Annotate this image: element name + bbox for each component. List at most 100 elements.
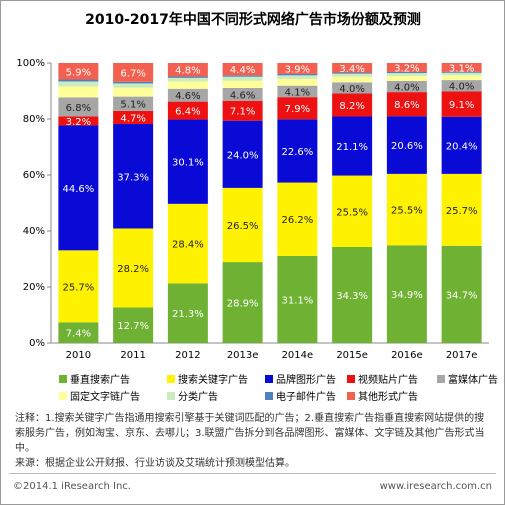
bar-segment: [332, 175, 373, 247]
x-tick-label: 2012: [175, 350, 200, 361]
data-label: 12.7%: [117, 321, 149, 332]
data-label: 3.9%: [285, 64, 310, 75]
legend-label: 视频贴片广告: [358, 373, 418, 386]
data-label: 24.0%: [227, 150, 259, 161]
legend-label: 分类广告: [178, 390, 218, 403]
website: www.iresearch.com.cn: [379, 481, 492, 492]
legend-swatch: [167, 375, 175, 383]
bar-segment: [277, 63, 318, 74]
data-label: 4.6%: [175, 91, 200, 102]
bar-segment: [441, 245, 482, 343]
bar-segment: [58, 81, 99, 87]
legend-label: 其他形式广告: [358, 390, 418, 403]
bar-segment: [167, 203, 208, 284]
note: 注释：1.搜索关键字广告指通用搜索引擎基于关键词匹配的广告；2.垂直搜索广告指垂…: [15, 413, 485, 454]
legend-label: 富媒体广告: [448, 373, 498, 386]
y-tick-label: 100%: [16, 58, 45, 69]
bar-segment: [58, 86, 99, 98]
bar-segment: [332, 63, 373, 73]
data-label: 6.8%: [66, 103, 91, 114]
legend-swatch: [265, 392, 273, 400]
bar-segment: [113, 63, 154, 82]
bar-segment: [113, 87, 154, 97]
legend-swatch: [347, 392, 355, 400]
data-label: 5.9%: [66, 67, 91, 78]
data-label: 8.2%: [339, 101, 364, 112]
bar-segment: [222, 75, 263, 77]
bar-segment: [441, 91, 482, 117]
y-tick-label: 20%: [23, 282, 45, 293]
bar-segment: [222, 100, 263, 121]
bar-segment: [386, 63, 427, 72]
legend-swatch: [437, 375, 445, 383]
bar-segment: [332, 246, 373, 343]
bar-segment: [167, 283, 208, 343]
bar-segment: [167, 101, 208, 120]
divider: [9, 473, 496, 474]
bar-segment: [441, 116, 482, 174]
data-label: 4.6%: [230, 90, 255, 101]
data-label: 34.7%: [446, 290, 478, 301]
data-label: 4.0%: [449, 82, 474, 93]
y-tick-label: 0%: [29, 338, 45, 349]
bar-segment: [277, 182, 318, 256]
data-label: 34.3%: [336, 291, 368, 302]
data-label: 20.6%: [391, 141, 423, 152]
bar-segment: [167, 77, 208, 82]
bar-segment: [222, 80, 263, 88]
data-label: 21.1%: [336, 142, 368, 153]
y-tick-label: 40%: [23, 226, 45, 237]
x-tick-label: 2016e: [391, 350, 423, 361]
bar-segment: [222, 120, 263, 188]
data-label: 26.5%: [227, 221, 259, 232]
data-label: 34.9%: [391, 290, 423, 301]
data-label: 6.7%: [120, 68, 145, 79]
bar-segment: [58, 63, 99, 80]
bar-segment: [167, 88, 208, 102]
bar-segment: [222, 262, 263, 343]
bar-segment: [441, 63, 482, 72]
legend-label: 电子邮件广告: [276, 390, 336, 403]
data-label: 6.4%: [175, 107, 200, 118]
data-label: 28.4%: [172, 240, 204, 251]
data-label: 37.3%: [117, 172, 149, 183]
bar-segment: [277, 73, 318, 76]
data-label: 7.1%: [230, 107, 255, 118]
data-label: 26.2%: [281, 215, 313, 226]
legend-label: 品牌图形广告: [276, 373, 336, 386]
bar-segment: [167, 81, 208, 89]
bar-segment: [441, 71, 482, 73]
bar-segment: [277, 85, 318, 98]
legend-swatch: [59, 392, 67, 400]
bar-segment: [58, 79, 99, 82]
copyright: ©2014.1 iResearch Inc.: [13, 481, 131, 492]
bar-segment: [113, 96, 154, 111]
legend-swatch: [347, 375, 355, 383]
bar-segment: [113, 228, 154, 308]
legend-swatch: [59, 375, 67, 383]
footnotes: 注释：1.搜索关键字广告指通用搜索引擎基于关键词匹配的广告；2.垂直搜索广告指垂…: [15, 411, 493, 471]
bar-segment: [332, 72, 373, 74]
bar-segment: [58, 250, 99, 323]
bar-segment: [332, 93, 373, 117]
chart-title: 2010-2017年中国不同形式网络广告市场份额及预测: [85, 11, 421, 28]
bar-segment: [277, 75, 318, 79]
bar-segment: [441, 80, 482, 92]
data-label: 7.4%: [66, 329, 91, 340]
data-label: 4.1%: [285, 87, 310, 98]
data-label: 25.7%: [446, 206, 478, 217]
data-label: 30.1%: [172, 158, 204, 169]
bar-segment: [58, 116, 99, 126]
data-label: 9.1%: [449, 100, 474, 111]
data-label: 3.2%: [66, 117, 91, 128]
bar-segment: [167, 119, 208, 204]
bar-segment: [332, 76, 373, 83]
bar-segment: [386, 245, 427, 343]
y-tick-label: 80%: [23, 114, 45, 125]
data-label: 44.6%: [62, 184, 94, 195]
legend-label: 垂直搜索广告: [70, 373, 130, 386]
bar-segment: [441, 75, 482, 81]
bar-segment: [386, 92, 427, 117]
data-label: 25.5%: [391, 206, 423, 217]
data-label: 4.0%: [339, 84, 364, 95]
